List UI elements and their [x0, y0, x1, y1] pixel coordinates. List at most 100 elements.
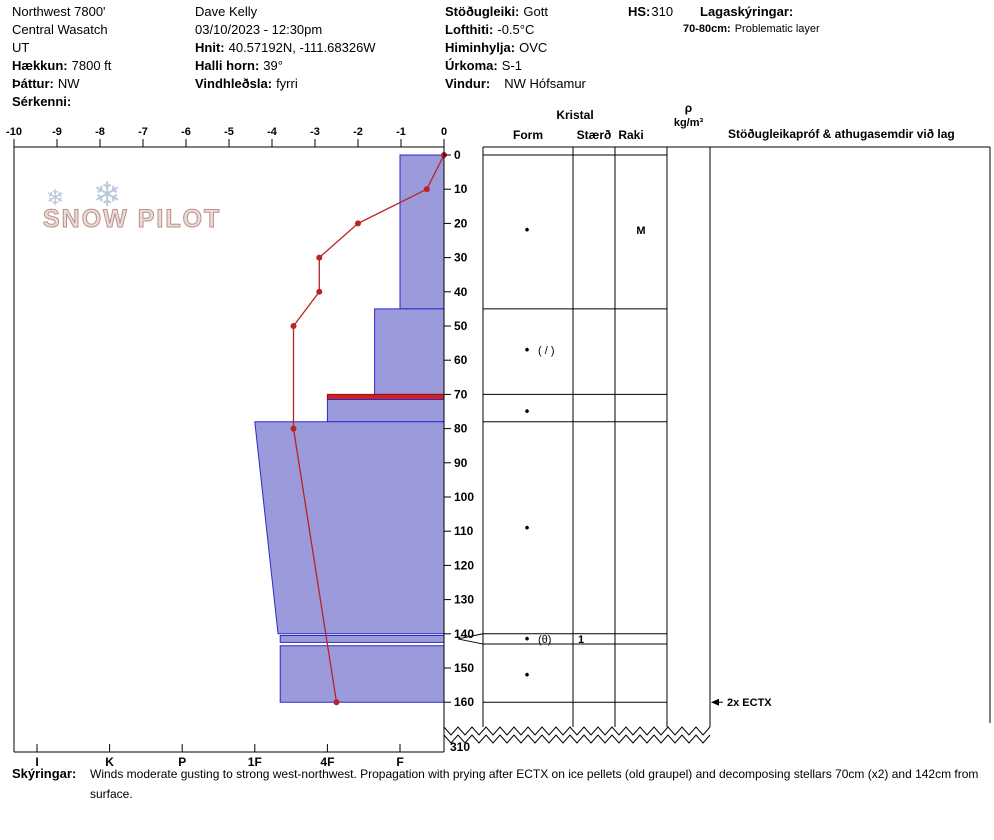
- slope-value: 39°: [263, 58, 283, 73]
- airtemp-value: -0.5°C: [497, 22, 535, 37]
- snow-layer: [326, 399, 445, 423]
- snow-layer: [399, 154, 445, 310]
- depth-tick-label: 110: [454, 524, 474, 538]
- precip-row: Úrkoma: S-1: [445, 57, 586, 75]
- header-layer-notes-column: Lagaskýringar:: [700, 3, 797, 21]
- temp-tick-label: -7: [138, 126, 148, 138]
- notes-line-1: Winds moderate gusting to strong west-no…: [90, 767, 979, 781]
- depth-tick-label: 10: [454, 182, 468, 196]
- depth-tick-label: 0: [454, 148, 461, 162]
- elevation-row: Hækkun: 7800 ft: [12, 57, 111, 75]
- snowflake-icon: ❄: [93, 176, 122, 214]
- header-location-column: Northwest 7800' Central Wasatch UT Hækku…: [12, 3, 111, 111]
- elevation-label: Hækkun:: [12, 58, 68, 73]
- layer-note: 70-80cm: Problematic layer: [683, 23, 820, 35]
- temperature-point: [423, 186, 430, 193]
- airtemp-label: Lofthiti:: [445, 22, 494, 37]
- column-header-size: Stærð: [576, 128, 612, 142]
- aspect-row: Þáttur: NW: [12, 75, 111, 93]
- hs-value: 310: [651, 4, 674, 19]
- special-row: Sérkenni:: [12, 93, 111, 111]
- site-name: Northwest 7800': [12, 4, 106, 19]
- column-header-density-unit: kg/m³: [673, 117, 704, 129]
- depth-tick-label: 50: [454, 319, 468, 333]
- grain-form-symbol: •: [525, 631, 530, 646]
- temp-tick-label: -9: [52, 126, 62, 138]
- header-hs-column: HS:310: [628, 3, 673, 21]
- wind-label: Vindur:: [445, 76, 491, 91]
- sky-label: Himinhylja:: [445, 40, 516, 55]
- temperature-point: [316, 288, 323, 295]
- snow-layer: [279, 635, 445, 643]
- snow-layer: [374, 308, 445, 395]
- hardness-tick-label: P: [178, 755, 186, 769]
- stability-value: Gott: [523, 4, 548, 19]
- site-region: Central Wasatch: [12, 22, 108, 37]
- hardness-tick-label: F: [396, 755, 403, 769]
- snowflake-icon: ❄: [46, 185, 65, 210]
- observation-datetime: 03/10/2023 - 12:30pm: [195, 22, 323, 37]
- grain-form-secondary: ( / ): [538, 345, 555, 357]
- sky-row: Himinhylja: OVC: [445, 39, 586, 57]
- header-conditions-column: Stöðugleiki: Gott Lofthiti: -0.5°C Himinhy…: [445, 3, 586, 93]
- observer-name: Dave Kelly: [195, 4, 258, 19]
- depth-tick-label: 130: [454, 593, 474, 607]
- temperature-point: [316, 254, 323, 261]
- grain-moisture: M: [636, 225, 645, 237]
- coords-row: Hnit: 40.57192N, -111.68326W: [195, 39, 376, 57]
- elevation-value: 7800 ft: [71, 58, 112, 73]
- depth-tick-label: 160: [454, 695, 474, 709]
- temp-tick-label: -6: [181, 126, 191, 138]
- grain-form-symbol: •: [525, 667, 530, 682]
- hardness-tick-label: I: [35, 755, 38, 769]
- temperature-point: [333, 699, 340, 706]
- site-state: UT: [12, 40, 30, 55]
- sky-value: OVC: [519, 40, 548, 55]
- watermark-text: SNOW PILOT: [42, 205, 222, 234]
- depth-tick-label: 60: [454, 353, 468, 367]
- grain-form-symbol: •: [525, 342, 530, 357]
- snowpilot-watermark: ❄ ❄ SNOW PILOT: [38, 176, 228, 243]
- temp-tick-label: -3: [310, 126, 320, 138]
- slope-label: Halli horn:: [195, 58, 260, 73]
- notes-label: Skýringar:: [12, 766, 77, 781]
- temp-tick-label: -8: [95, 126, 105, 138]
- flagged-layer-marker: [457, 633, 484, 640]
- depth-tick-label: 30: [454, 251, 468, 265]
- grain-form-symbol: •: [525, 404, 530, 419]
- temperature-point: [290, 323, 297, 329]
- test-label: 2x ECTX: [727, 697, 772, 709]
- problem-snow-layer: [326, 393, 445, 401]
- flagged-layer-marker: [457, 638, 484, 645]
- hardness-tick-label: 1F: [248, 755, 262, 769]
- column-header-form: Form: [513, 128, 543, 142]
- hs-label: HS:: [628, 4, 651, 19]
- snow-layer: [254, 421, 445, 635]
- special-label: Sérkenni:: [12, 94, 72, 109]
- column-header-density-symbol: ρ: [684, 101, 693, 115]
- depth-tick-label: 40: [454, 285, 468, 299]
- depth-tick-label: 20: [454, 216, 468, 230]
- airtemp-row: Lofthiti: -0.5°C: [445, 21, 586, 39]
- temp-tick-label: -2: [353, 126, 363, 138]
- temperature-point: [290, 425, 297, 432]
- depth-tick-label: 90: [454, 456, 468, 470]
- header-observer-column: Dave Kelly 03/10/2023 - 12:30pm Hnit: 40.…: [195, 3, 376, 93]
- hardness-tick-label: K: [105, 755, 114, 769]
- temp-tick-label: -10: [6, 126, 22, 138]
- temperature-point: [355, 220, 361, 227]
- notes-line-2: surface.: [90, 787, 133, 801]
- depth-tick-label: 140: [454, 627, 474, 641]
- precip-value: S-1: [501, 58, 522, 73]
- temp-tick-label: -5: [224, 126, 234, 138]
- column-header-stability-tests: Stöðugleikapróf & athugasemdir við lag: [728, 127, 955, 141]
- windload-label: Vindhleðsla:: [195, 76, 273, 91]
- hardness-tick-label: 4F: [320, 755, 334, 769]
- depth-tick-label: 120: [454, 558, 474, 572]
- column-header-moisture: Raki: [618, 128, 644, 142]
- precip-label: Úrkoma:: [445, 58, 498, 73]
- column-header-kristal: Kristal: [556, 108, 594, 122]
- grain-form-symbol: •: [525, 520, 530, 535]
